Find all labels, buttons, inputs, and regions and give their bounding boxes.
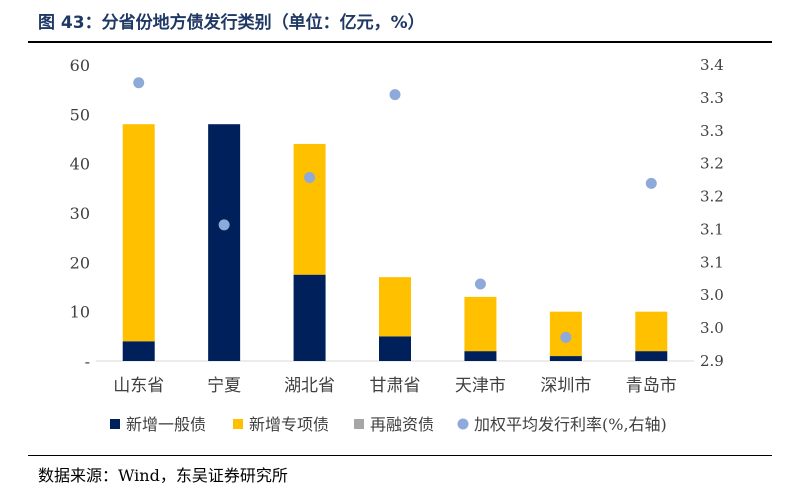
legend-label: 再融资债 xyxy=(370,415,434,434)
left-axis: - 10 20 30 40 50 60 xyxy=(70,56,90,371)
bar-special xyxy=(635,311,668,352)
bar-general xyxy=(379,336,411,361)
category-label: 青岛市 xyxy=(626,376,677,396)
left-axis-tick-label: 60 xyxy=(70,56,90,75)
legend-label: 加权平均发行利率(%,右轴) xyxy=(474,415,667,434)
left-axis-tick-label: - xyxy=(85,352,90,371)
bar-special xyxy=(122,124,155,342)
chart-title: 图 43：分省份地方债发行类别（单位：亿元，%） xyxy=(38,13,425,33)
chart: - 10 20 30 40 50 60 2.9 3.0 3.0 3.1 3.1 3.2 3.2 3.3 3.… xyxy=(70,56,724,434)
bar-general xyxy=(464,351,497,361)
category-label: 天津市 xyxy=(455,376,506,396)
right-axis-tick-label: 3.3 xyxy=(700,89,724,107)
legend: 新增一般债 新增专项债 再融资债 加权平均发行利率(%,右轴) xyxy=(110,415,667,434)
right-axis-tick-label: 3.2 xyxy=(700,188,724,206)
legend-label: 新增一般债 xyxy=(126,415,206,434)
bar-general xyxy=(635,351,668,361)
rate-point xyxy=(560,331,572,343)
legend-swatch xyxy=(110,419,120,429)
right-axis-tick-label: 3.1 xyxy=(700,253,724,271)
legend-swatch xyxy=(233,419,243,429)
left-axis-tick-label: 30 xyxy=(70,204,90,223)
left-axis-tick-label: 10 xyxy=(70,303,90,322)
title-rule xyxy=(28,41,772,43)
legend-marker xyxy=(457,418,469,430)
bar-general xyxy=(293,274,326,361)
rate-point xyxy=(474,278,486,290)
rate-point xyxy=(304,171,316,183)
bar-general xyxy=(208,124,241,361)
right-axis-tick-label: 3.4 xyxy=(700,56,724,74)
right-axis: 2.9 3.0 3.0 3.1 3.1 3.2 3.2 3.3 3.3 3.4 xyxy=(700,56,724,370)
left-axis-tick-label: 50 xyxy=(70,105,90,124)
category-label: 甘肃省 xyxy=(370,376,421,396)
rate-series xyxy=(133,77,657,343)
bar-special xyxy=(379,277,411,337)
category-label: 山东省 xyxy=(113,376,164,396)
category-label: 深圳市 xyxy=(540,376,591,396)
legend-label: 新增专项债 xyxy=(249,415,329,434)
bar-general xyxy=(549,356,582,361)
rate-point xyxy=(133,77,145,89)
left-axis-tick-label: 40 xyxy=(70,155,90,174)
right-axis-tick-label: 3.0 xyxy=(700,319,724,337)
rate-point xyxy=(645,177,657,189)
right-axis-tick-label: 3.2 xyxy=(700,155,724,173)
source-rule xyxy=(28,455,772,456)
right-axis-tick-label: 3.3 xyxy=(700,122,724,140)
right-axis-tick-label: 3.1 xyxy=(700,220,724,238)
rate-point xyxy=(218,219,230,231)
category-label: 湖北省 xyxy=(284,376,335,396)
bar-general xyxy=(122,341,155,361)
legend-swatch xyxy=(354,419,364,429)
right-axis-tick-label: 3.0 xyxy=(700,286,724,304)
rate-point xyxy=(389,89,401,101)
right-axis-tick-label: 2.9 xyxy=(700,352,724,370)
bar-special xyxy=(293,143,326,275)
category-label: 宁夏 xyxy=(207,376,241,396)
left-axis-tick-label: 20 xyxy=(70,253,90,272)
bar-special xyxy=(464,296,497,352)
bar-series xyxy=(122,124,668,361)
category-labels: 山东省 宁夏 湖北省 甘肃省 天津市 深圳市 青岛市 xyxy=(113,376,677,396)
source-note: 数据来源：Wind，东吴证券研究所 xyxy=(38,466,288,485)
